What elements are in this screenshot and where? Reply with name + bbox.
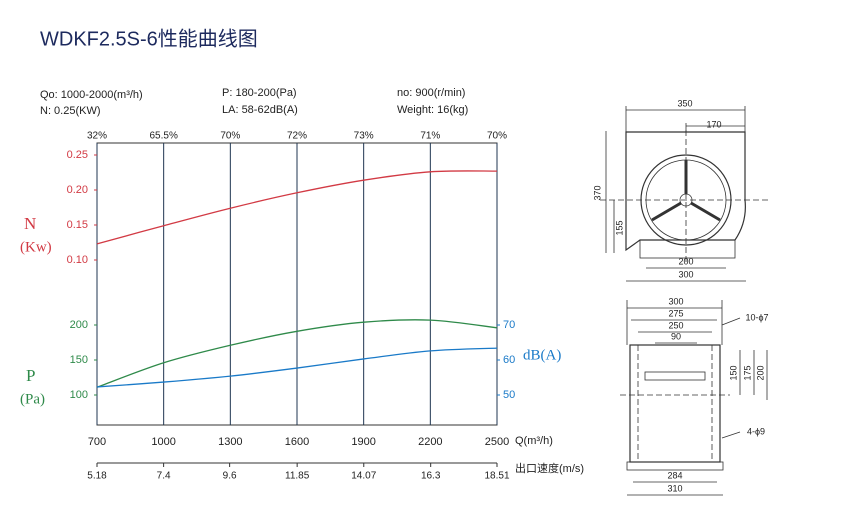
x-tick-label: 700 bbox=[88, 436, 106, 448]
y-tick-label: 200 bbox=[70, 319, 88, 331]
dimension: 200 bbox=[755, 365, 765, 380]
y-tick-label: 50 bbox=[503, 389, 515, 401]
dimension: 284 bbox=[667, 470, 682, 480]
title: WDKF2.5S-6性能曲线图 bbox=[40, 27, 258, 50]
axis-label: Q(m³/h) bbox=[515, 435, 553, 447]
series-line bbox=[96, 319, 498, 388]
dimension: 4-ϕ9 bbox=[747, 426, 765, 436]
x2-tick-label: 18.51 bbox=[484, 471, 509, 482]
x2-tick-label: 5.18 bbox=[87, 471, 107, 482]
x2-tick-label: 11.85 bbox=[285, 471, 310, 482]
dimension: 350 bbox=[677, 98, 692, 108]
y-tick-label: 70 bbox=[503, 319, 515, 331]
dimension: 250 bbox=[668, 320, 683, 330]
x-tick-label: 1300 bbox=[218, 436, 242, 448]
top-label: 65.5% bbox=[149, 131, 177, 142]
spec: N: 0.25(KW) bbox=[40, 105, 101, 117]
top-label: 32% bbox=[87, 131, 107, 142]
dimension: 370 bbox=[592, 185, 602, 200]
x-tick-label: 1900 bbox=[351, 436, 375, 448]
spec: Qo: 1000-2000(m³/h) bbox=[40, 89, 143, 101]
dimension: 300 bbox=[668, 296, 683, 306]
top-label: 72% bbox=[287, 131, 307, 142]
dimension: 155 bbox=[614, 220, 624, 235]
axis-unit: (Kw) bbox=[20, 239, 52, 255]
spec: no: 900(r/min) bbox=[397, 87, 465, 99]
series-line bbox=[96, 170, 498, 245]
spec: P: 180-200(Pa) bbox=[222, 87, 297, 99]
y-tick-label: 0.20 bbox=[67, 184, 88, 196]
axis-label: P bbox=[26, 366, 35, 385]
dimension: 90 bbox=[671, 331, 681, 341]
x2-tick-label: 14.07 bbox=[351, 471, 376, 482]
dimension: 310 bbox=[667, 483, 682, 493]
spec: LA: 58-62dB(A) bbox=[222, 104, 298, 116]
spec: Weight: 16(kg) bbox=[397, 104, 468, 116]
x-tick-label: 2200 bbox=[418, 436, 442, 448]
axis-label: N bbox=[24, 214, 36, 233]
front-view bbox=[600, 106, 770, 282]
dimension: 10-ϕ7 bbox=[745, 312, 768, 322]
y-tick-label: 60 bbox=[503, 354, 515, 366]
top-label: 70% bbox=[487, 131, 507, 142]
axis-unit: (Pa) bbox=[20, 391, 45, 407]
dimension: 300 bbox=[678, 269, 693, 279]
top-label: 71% bbox=[420, 131, 440, 142]
axis-label: dB(A) bbox=[523, 347, 561, 363]
dimension: 275 bbox=[668, 308, 683, 318]
side-view bbox=[620, 300, 768, 496]
x2-tick-label: 7.4 bbox=[157, 471, 171, 482]
top-label: 73% bbox=[354, 131, 374, 142]
x2-tick-label: 16.3 bbox=[421, 471, 441, 482]
dimension: 150 bbox=[728, 365, 738, 380]
dimension: 170 bbox=[706, 119, 721, 129]
x2-tick-label: 9.6 bbox=[223, 471, 237, 482]
axis-label: 出口速度(m/s) bbox=[515, 461, 584, 475]
y-tick-label: 100 bbox=[70, 389, 88, 401]
dimension: 175 bbox=[742, 365, 752, 380]
x-tick-label: 1000 bbox=[151, 436, 175, 448]
series-line bbox=[96, 347, 498, 388]
y-tick-label: 0.25 bbox=[67, 149, 88, 161]
x-tick-label: 1600 bbox=[285, 436, 309, 448]
top-label: 70% bbox=[220, 131, 240, 142]
x-tick-label: 2500 bbox=[485, 436, 509, 448]
dimension: 200 bbox=[678, 256, 693, 266]
y-tick-label: 0.10 bbox=[67, 254, 88, 266]
y-tick-label: 150 bbox=[70, 354, 88, 366]
y-tick-label: 0.15 bbox=[67, 219, 88, 231]
